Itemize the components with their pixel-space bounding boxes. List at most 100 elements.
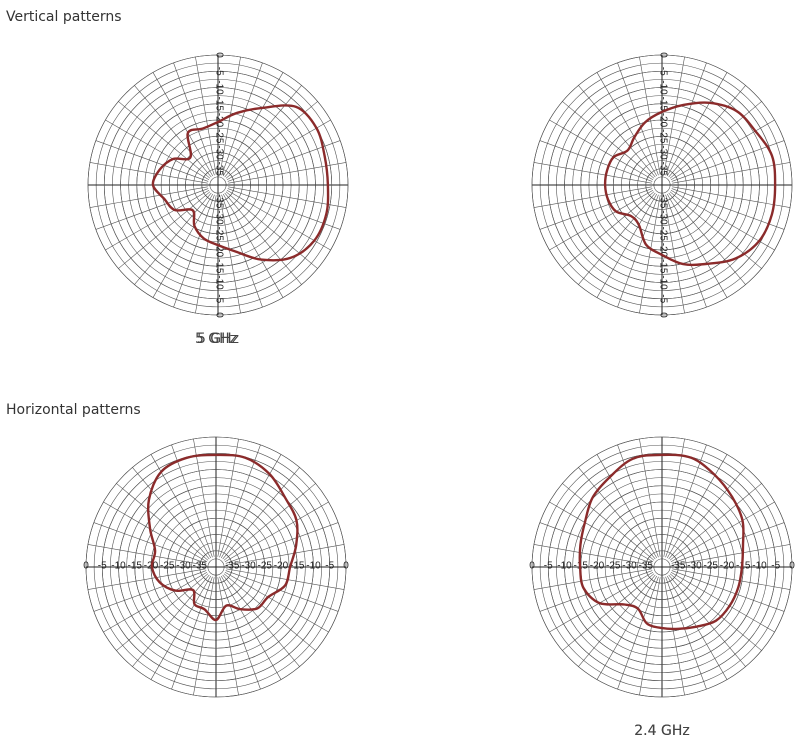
tick-ring (531, 436, 793, 698)
grid-spoke (578, 85, 656, 178)
grid-spoke (116, 483, 209, 561)
pattern-curve (151, 104, 330, 262)
grid-spoke (103, 571, 208, 633)
grid-spoke (195, 195, 217, 314)
polar-chart: 00-5-5-10-10-15-15-20-20-25-25-30-30-35-… (531, 52, 793, 739)
chart-caption: 5 GHz (195, 331, 237, 347)
tick-ring (183, 534, 249, 600)
grid-spoke (193, 577, 215, 696)
grid-spoke (173, 62, 215, 176)
grid-spoke (663, 438, 685, 557)
grid-spoke (671, 570, 785, 612)
grid-spoke (672, 568, 791, 590)
grid-spoke (95, 188, 209, 230)
grid-spoke (670, 571, 775, 633)
grid-spoke (226, 544, 345, 566)
grid-spoke (669, 483, 762, 561)
tick-ring (564, 87, 760, 283)
grid-spoke (539, 522, 653, 564)
grid-spoke (89, 186, 208, 208)
ring-label: -5 (325, 561, 334, 572)
grid-spoke (562, 101, 655, 179)
tick-ring (547, 452, 777, 682)
grid-spoke (639, 438, 661, 557)
grid-spoke (227, 140, 341, 182)
tick-ring (103, 70, 333, 300)
grid-spoke (549, 571, 654, 633)
grid-spoke (549, 501, 654, 563)
ring-label: -30 (657, 210, 668, 225)
grid-spoke (118, 191, 211, 269)
tick-ring (596, 119, 728, 251)
chart-caption: 2.4 GHz (634, 723, 689, 739)
grid-spoke (578, 574, 656, 667)
ring-label: 0 (213, 312, 224, 318)
grid-spoke (224, 571, 329, 633)
ring-label: -35 (213, 194, 224, 209)
ring-label: -35 (213, 162, 224, 177)
tick-ring (612, 517, 712, 617)
grid-spoke (663, 195, 685, 314)
grid-spoke (549, 119, 654, 181)
chart-caption: 5 GHz (197, 331, 239, 347)
grid-spoke (219, 444, 261, 558)
ring-label: -35 (671, 561, 686, 572)
grid-spoke (223, 573, 316, 651)
grid-spoke (219, 576, 261, 690)
grid-spoke (225, 522, 339, 564)
grid-spoke (103, 501, 208, 563)
grid-spoke (152, 193, 214, 298)
pattern-curve (146, 453, 299, 622)
ring-label: -25 (606, 561, 621, 572)
grid-spoke (533, 568, 652, 590)
ring-label: -15 (657, 259, 668, 274)
grid-spoke (152, 72, 214, 177)
grid-spoke (224, 192, 302, 285)
grid-spoke (668, 192, 746, 285)
grid-spoke (665, 62, 707, 176)
grid-spoke (665, 576, 707, 690)
grid-spoke (224, 85, 302, 178)
ring-label: 0 (343, 561, 349, 572)
grid-spoke (670, 119, 775, 181)
grid-spoke (220, 454, 282, 559)
tick-ring (629, 152, 695, 218)
grid-spoke (533, 544, 652, 566)
grid-spoke (672, 186, 791, 208)
grid-spoke (193, 438, 215, 557)
grid-spoke (105, 119, 210, 181)
grid-spoke (225, 191, 318, 269)
tick-ring (564, 469, 760, 665)
grid-spoke (669, 573, 762, 651)
grid-spoke (596, 193, 658, 298)
grid-spoke (224, 501, 329, 563)
grid-spoke (171, 576, 213, 690)
ring-label: -20 (213, 113, 224, 128)
ring-label: -15 (128, 561, 143, 572)
grid-spoke (221, 194, 263, 308)
ring-label: -25 (160, 561, 175, 572)
ring-label: -15 (736, 561, 751, 572)
grid-spoke (195, 56, 217, 175)
tick-ring (645, 168, 679, 202)
tick-ring (629, 534, 695, 600)
ring-label: -10 (557, 561, 572, 572)
grid-spoke (617, 194, 659, 308)
ring-label: 0 (789, 561, 795, 572)
ring-label: -35 (193, 561, 208, 572)
grid-spoke (221, 62, 263, 176)
grid-spoke (227, 188, 341, 230)
ring-label: -10 (213, 275, 224, 290)
ring-label: -25 (704, 561, 719, 572)
pattern-curve (603, 101, 777, 267)
ring-label: -5 (213, 67, 224, 76)
ring-label: 0 (213, 52, 224, 58)
grid-spoke (118, 101, 211, 179)
grid-spoke (93, 522, 207, 564)
ring-label: -15 (657, 97, 668, 112)
ring-label: -35 (225, 561, 240, 572)
grid-spoke (596, 575, 658, 680)
tick-ring (101, 452, 331, 682)
